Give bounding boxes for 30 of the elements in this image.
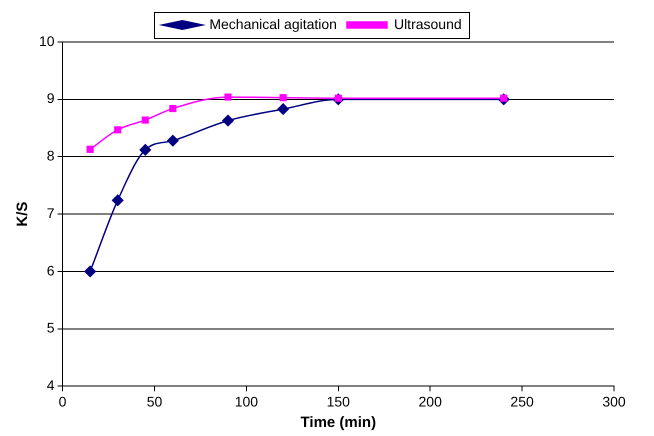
legend-label: Mechanical agitation [209,16,337,32]
point [280,94,287,102]
point [84,266,96,278]
y-axis-title: K/S [14,202,32,227]
x-tick-label: 100 [234,393,258,410]
y-tick-label: 8 [46,148,55,164]
y-tick-label: 5 [46,320,55,336]
y-tick-label: 4 [46,377,55,394]
x-tick-label: 250 [510,393,534,410]
x-tick-label: 300 [602,393,626,410]
y-tick-label: 7 [46,204,55,221]
legend-label: Ultrasound [394,16,462,32]
x-tick-label: 0 [58,393,67,410]
point [167,134,179,146]
y-tick-label: 9 [46,90,55,106]
y-tick-label: 6 [46,262,55,278]
point [114,126,122,134]
y-tick-label: 10 [38,32,55,49]
x-tick-label: 50 [146,393,162,410]
point [86,146,94,153]
point [112,194,124,206]
point [224,93,232,101]
point [277,103,289,115]
point [222,114,234,126]
point [142,116,149,124]
x-tick-label: 200 [418,393,442,410]
point [169,104,176,112]
point [140,144,152,156]
x-tick-label: 150 [326,393,350,410]
x-axis-title: Time (min) [300,414,376,432]
